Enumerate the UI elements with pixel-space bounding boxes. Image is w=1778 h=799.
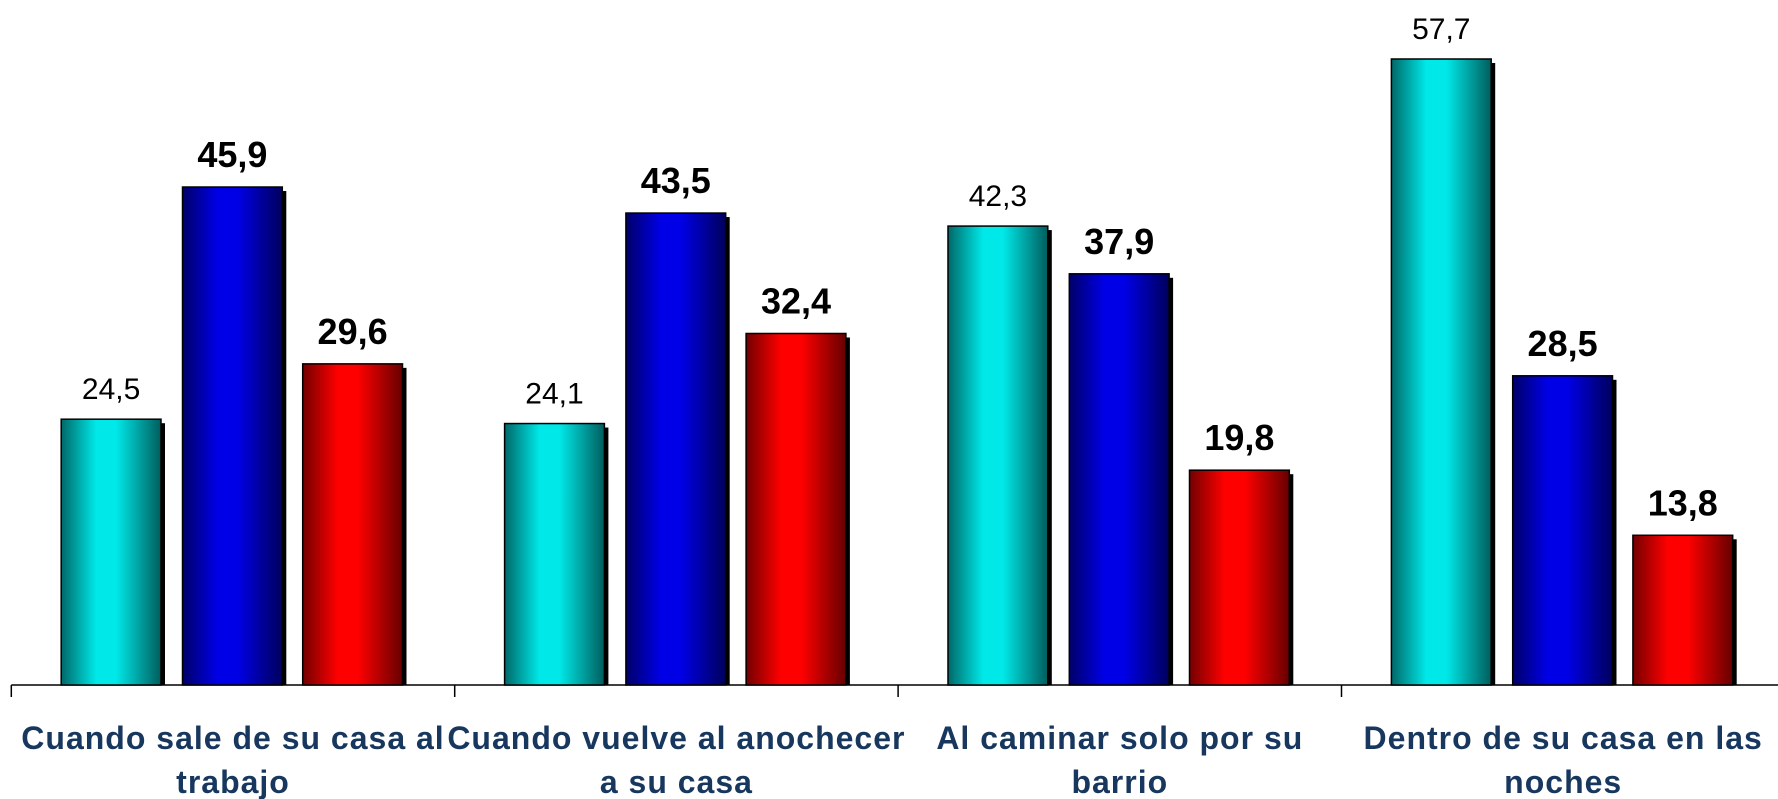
value-label: 19,8 [1204, 417, 1274, 458]
bar [1390, 58, 1492, 686]
value-label: 29,6 [318, 311, 388, 352]
value-label: 57,7 [1412, 13, 1470, 46]
value-label: 42,3 [969, 180, 1027, 213]
category-label: Dentro de su casa en las noches [1363, 720, 1763, 799]
category-label: Cuando sale de su casa al trabajo [21, 720, 445, 799]
value-label: 45,9 [197, 134, 267, 175]
value-label: 24,1 [525, 378, 583, 411]
bar [947, 225, 1049, 686]
bar [181, 186, 284, 686]
bar [1511, 375, 1614, 686]
bar [745, 332, 847, 686]
bar [1068, 273, 1170, 686]
bar [625, 212, 727, 686]
value-label: 13,8 [1648, 482, 1718, 523]
value-label: 32,4 [761, 280, 831, 321]
value-label: 43,5 [641, 160, 711, 201]
bar [301, 363, 404, 686]
bar [503, 422, 606, 686]
bar [1632, 534, 1734, 686]
bar [60, 418, 162, 686]
category-label: Al caminar solo por su barrio [936, 720, 1304, 799]
bar [1188, 469, 1291, 686]
value-label: 28,5 [1528, 323, 1598, 364]
category-label: Cuando vuelve al anochecer a su casa [447, 720, 906, 799]
value-label: 37,9 [1084, 221, 1154, 262]
value-label: 24,5 [82, 373, 140, 406]
